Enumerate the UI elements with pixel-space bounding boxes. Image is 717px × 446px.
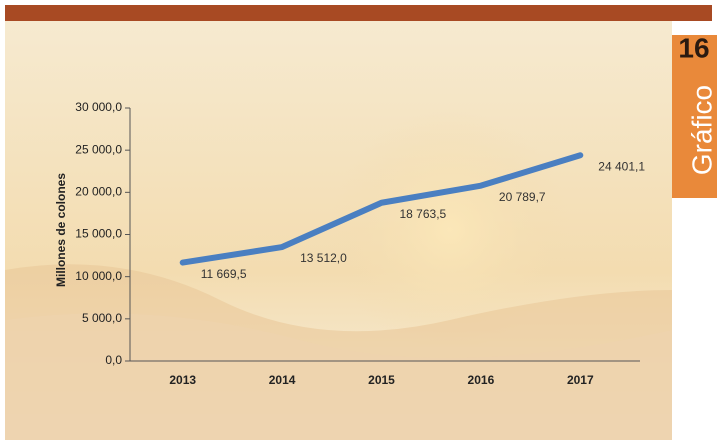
data-label: 24 401,1 — [598, 159, 645, 173]
badge-number: 16 — [678, 32, 709, 63]
sun — [330, 110, 570, 350]
y-tick-label: 20 000,0 — [75, 185, 122, 199]
data-label: 11 669,5 — [201, 267, 247, 281]
wave — [5, 313, 672, 440]
line — [179, 152, 584, 266]
x-tick-label: 2016 — [468, 373, 495, 387]
y-tick-label: 30 000,0 — [75, 100, 122, 114]
x-tick-label: 2017 — [567, 373, 594, 387]
y-tick-label: 25 000,0 — [75, 142, 122, 156]
y-tick-label: 15 000,0 — [75, 227, 122, 241]
y-tick-label: 5 000,0 — [82, 311, 122, 325]
badge-label: Gráfico — [686, 85, 717, 175]
top-band — [5, 5, 712, 21]
data-label: 18 763,5 — [400, 207, 447, 221]
y-tick-label: 0,0 — [105, 353, 122, 367]
x-tick-label: 2014 — [269, 373, 296, 387]
y-tick-label: 10 000,0 — [75, 269, 122, 283]
badge — [672, 35, 717, 198]
x-tick-label: 2013 — [169, 373, 196, 387]
data-label: 13 512,0 — [300, 251, 347, 265]
y-axis-label: Millones de colones — [54, 173, 68, 287]
x-tick-label: 2015 — [368, 373, 395, 387]
data-label: 20 789,7 — [499, 190, 546, 204]
